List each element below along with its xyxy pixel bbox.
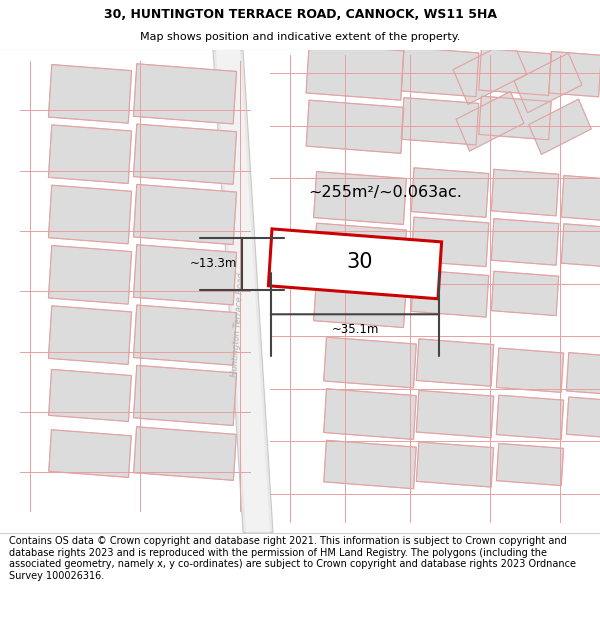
Text: 30, HUNTINGTON TERRACE ROAD, CANNOCK, WS11 5HA: 30, HUNTINGTON TERRACE ROAD, CANNOCK, WS… — [104, 9, 497, 21]
Polygon shape — [416, 339, 494, 386]
Polygon shape — [416, 391, 494, 438]
Polygon shape — [561, 224, 600, 267]
Polygon shape — [306, 100, 404, 153]
Polygon shape — [216, 50, 270, 532]
Polygon shape — [496, 443, 563, 486]
Polygon shape — [479, 49, 551, 96]
Text: ~13.3m: ~13.3m — [190, 258, 237, 271]
Polygon shape — [133, 124, 236, 184]
Polygon shape — [314, 223, 406, 276]
Polygon shape — [49, 430, 131, 478]
Text: 30: 30 — [347, 252, 373, 272]
Polygon shape — [496, 348, 563, 392]
Text: Huntington Terrace Road: Huntington Terrace Road — [230, 272, 246, 377]
Polygon shape — [491, 169, 559, 216]
Text: Map shows position and indicative extent of the property.: Map shows position and indicative extent… — [140, 32, 460, 43]
Polygon shape — [133, 64, 236, 124]
Polygon shape — [49, 306, 131, 364]
Polygon shape — [133, 366, 236, 426]
Text: ~255m²/~0.063ac.: ~255m²/~0.063ac. — [308, 185, 462, 200]
Polygon shape — [456, 91, 524, 151]
Polygon shape — [416, 442, 494, 487]
Polygon shape — [566, 397, 600, 437]
Polygon shape — [411, 217, 489, 267]
Text: Contains OS data © Crown copyright and database right 2021. This information is : Contains OS data © Crown copyright and d… — [9, 536, 576, 581]
Text: ~35.1m: ~35.1m — [331, 323, 379, 336]
Polygon shape — [324, 440, 416, 489]
Polygon shape — [496, 395, 563, 439]
Polygon shape — [49, 185, 131, 244]
Polygon shape — [306, 44, 404, 100]
Polygon shape — [411, 168, 489, 217]
Polygon shape — [49, 246, 131, 304]
Polygon shape — [549, 51, 600, 97]
Polygon shape — [529, 99, 591, 154]
Polygon shape — [514, 53, 582, 112]
Polygon shape — [49, 64, 131, 123]
Polygon shape — [453, 39, 527, 104]
Polygon shape — [561, 176, 600, 221]
Polygon shape — [566, 352, 600, 394]
Polygon shape — [479, 96, 551, 140]
Polygon shape — [401, 98, 479, 145]
Polygon shape — [133, 245, 236, 305]
Polygon shape — [213, 50, 273, 532]
Polygon shape — [401, 47, 479, 97]
Polygon shape — [314, 172, 406, 224]
Polygon shape — [49, 369, 131, 421]
Polygon shape — [268, 229, 442, 299]
Polygon shape — [133, 305, 236, 365]
Polygon shape — [133, 184, 236, 244]
Polygon shape — [134, 427, 236, 481]
Polygon shape — [324, 338, 416, 388]
Polygon shape — [411, 270, 489, 317]
Polygon shape — [491, 271, 559, 316]
Polygon shape — [324, 389, 416, 439]
Polygon shape — [491, 219, 559, 265]
Polygon shape — [49, 125, 131, 184]
Polygon shape — [314, 277, 406, 328]
